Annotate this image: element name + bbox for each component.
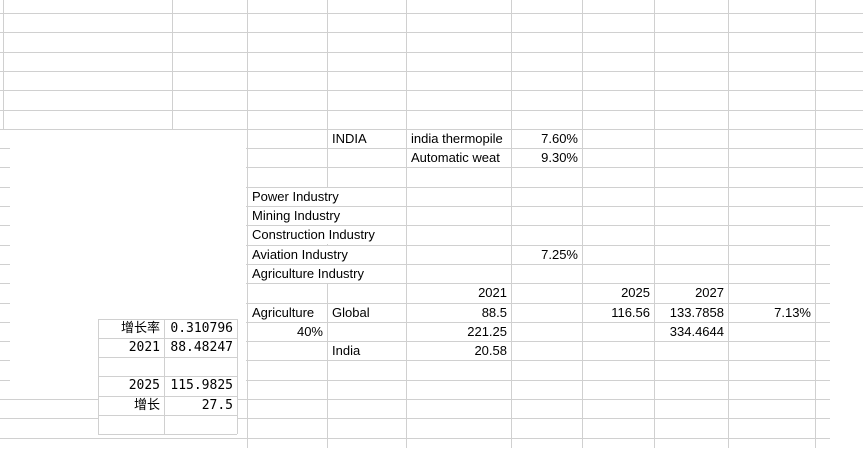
growth-panel-gridline-h: [98, 318, 237, 320]
gridline-v: [654, 0, 655, 448]
gridline-h: [0, 109, 863, 111]
gridline-h: [0, 51, 863, 53]
cell-gp-2025-label[interactable]: 2025: [128, 378, 160, 394]
gridline-h: [0, 225, 830, 227]
cell-global-2027[interactable]: 133.7858: [655, 303, 728, 322]
cell-industry-aviation[interactable]: Aviation Industry: [248, 245, 406, 264]
growth-panel-gridline-h: [98, 434, 237, 436]
gridline-h: [0, 13, 863, 14]
gridline-h: [0, 244, 830, 246]
gridline-h: [0, 321, 830, 323]
cell-product-2-name[interactable]: Automatic weat: [407, 149, 511, 168]
cell-industry-aviation-value[interactable]: 7.25%: [512, 245, 582, 264]
growth-panel-gridline-h: [98, 376, 237, 378]
gridline-v: [815, 0, 816, 448]
gridline-v: [511, 0, 512, 448]
cell-product-1-name[interactable]: india thermopile: [407, 129, 511, 148]
cell-40pct[interactable]: 40%: [248, 322, 327, 341]
gridline-h: [0, 418, 830, 420]
gridline-v: [247, 0, 248, 448]
growth-panel-gridline-h: [98, 415, 237, 416]
cell-year-2027[interactable]: 2027: [655, 284, 728, 303]
growth-panel-gridline-h: [98, 395, 237, 397]
gridline-h: [0, 437, 830, 439]
gridline-h: [0, 148, 863, 150]
growth-panel-gridline-v: [237, 318, 238, 435]
cell-scope-global[interactable]: Global: [328, 303, 406, 322]
growth-panel-gridline-v: [98, 318, 99, 435]
gridline-h: [0, 360, 830, 362]
cell-year-2021[interactable]: 2021: [407, 284, 511, 303]
cell-growth-rate-label[interactable]: 增长率: [120, 320, 160, 336]
cell-region-india[interactable]: INDIA: [328, 129, 406, 148]
cell-growth-rate-value[interactable]: 0.310796: [170, 320, 233, 336]
cell-gp-growth-label[interactable]: 增长: [133, 397, 160, 413]
gridline-h: [0, 302, 830, 304]
cell-gp-2021-value[interactable]: 88.48247: [170, 339, 233, 355]
cell-global-2021[interactable]: 88.5: [407, 303, 511, 322]
cell-row2-2021[interactable]: 221.25: [407, 322, 511, 341]
gridline-v: [406, 0, 407, 448]
gridline-h: [0, 128, 863, 130]
cell-gp-growth-value[interactable]: 27.5: [201, 397, 233, 413]
cell-product-2-share[interactable]: 9.30%: [512, 149, 582, 168]
gridline-h: [0, 341, 830, 343]
cell-global-2025[interactable]: 116.56: [583, 303, 654, 322]
cell-gp-2025-value[interactable]: 115.9825: [170, 378, 233, 394]
cell-scope-india[interactable]: India: [328, 342, 406, 361]
cell-industry-agriculture[interactable]: Agriculture Industry: [248, 264, 406, 283]
cell-agriculture-sector[interactable]: Agriculture: [248, 303, 327, 322]
gridline-v: [582, 0, 583, 448]
gridline-h: [0, 167, 863, 169]
cell-industry-mining[interactable]: Mining Industry: [248, 207, 406, 225]
growth-panel-gridline-h: [98, 357, 237, 359]
gridline-h: [0, 70, 863, 72]
cell-india-2021[interactable]: 20.58: [407, 342, 511, 361]
gridline-v: [3, 0, 4, 130]
gridline-v: [172, 0, 173, 130]
growth-panel-gridline-v: [164, 318, 165, 435]
gridline-h: [0, 32, 863, 34]
gridline-h: [0, 206, 863, 207]
gridline-h: [0, 186, 863, 188]
gridline-h: [0, 90, 863, 92]
cell-industry-construction[interactable]: Construction Industry: [248, 226, 406, 245]
cell-row2-2027[interactable]: 334.4644: [655, 322, 728, 341]
gridline-h: [0, 399, 830, 400]
cell-global-growth[interactable]: 7.13%: [729, 303, 815, 322]
cell-product-1-share[interactable]: 7.60%: [512, 129, 582, 148]
cell-gp-2021-label[interactable]: 2021: [128, 339, 160, 355]
cell-industry-power[interactable]: Power Industry: [248, 187, 406, 206]
gridline-h: [0, 283, 830, 285]
gridline-h: [0, 379, 830, 381]
gridline-h: [0, 263, 830, 265]
growth-panel-gridline-h: [98, 337, 237, 339]
cell-year-2025[interactable]: 2025: [583, 284, 654, 303]
gridline-v: [728, 0, 729, 448]
